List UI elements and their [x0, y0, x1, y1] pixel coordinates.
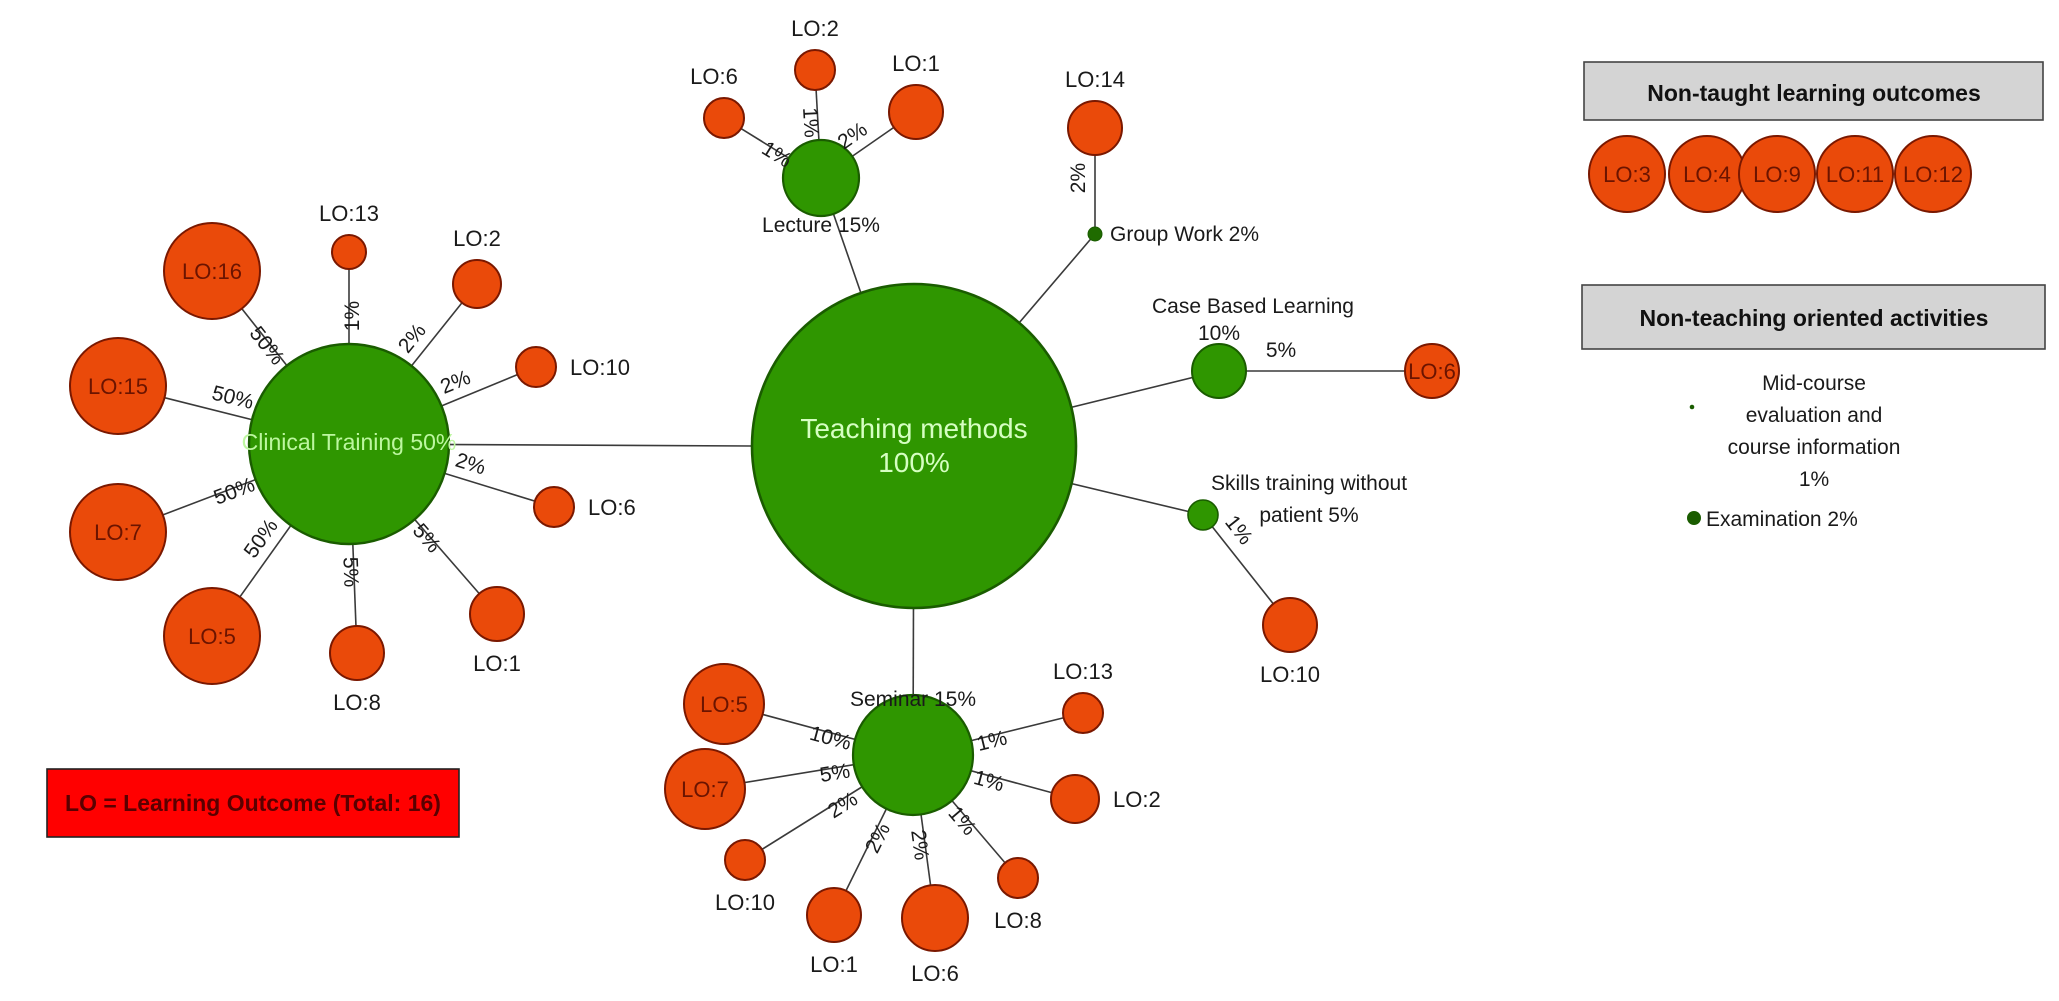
svg-text:LO:6: LO:6	[588, 495, 636, 520]
svg-text:LO:6: LO:6	[690, 64, 738, 89]
svg-text:LO:6: LO:6	[911, 961, 959, 986]
svg-text:LO:2: LO:2	[453, 226, 501, 251]
svg-text:LO:1: LO:1	[892, 51, 940, 76]
svg-text:Non-teaching oriented activiti: Non-teaching oriented activities	[1640, 305, 1989, 331]
svg-text:LO:7: LO:7	[94, 520, 142, 545]
svg-text:LO:11: LO:11	[1826, 162, 1884, 187]
svg-text:2%: 2%	[453, 449, 489, 480]
svg-text:50%: 50%	[211, 473, 258, 509]
svg-text:LO:2: LO:2	[1113, 787, 1161, 812]
svg-text:2%: 2%	[437, 366, 474, 399]
svg-text:1%: 1%	[1799, 468, 1829, 491]
svg-text:Lecture 15%: Lecture 15%	[762, 214, 880, 237]
svg-text:evaluation and: evaluation and	[1746, 404, 1883, 427]
svg-text:LO:10: LO:10	[1260, 662, 1320, 687]
svg-text:LO:5: LO:5	[700, 692, 748, 717]
svg-text:1%: 1%	[943, 802, 980, 840]
svg-text:1%: 1%	[341, 301, 364, 331]
svg-text:10%: 10%	[807, 722, 854, 755]
svg-text:Teaching methods: Teaching methods	[800, 413, 1027, 444]
svg-text:1%: 1%	[974, 726, 1009, 756]
svg-text:5%: 5%	[408, 519, 445, 557]
svg-text:Clinical Training 50%: Clinical Training 50%	[242, 429, 457, 455]
svg-text:Skills training without: Skills training without	[1211, 472, 1407, 495]
svg-text:patient 5%: patient 5%	[1259, 504, 1358, 527]
svg-text:Case Based Learning: Case Based Learning	[1152, 295, 1354, 318]
svg-text:Mid-course: Mid-course	[1762, 372, 1866, 395]
svg-text:LO:7: LO:7	[681, 777, 729, 802]
svg-text:LO:13: LO:13	[319, 201, 379, 226]
svg-text:50%: 50%	[245, 322, 289, 369]
svg-text:LO:9: LO:9	[1753, 162, 1801, 187]
svg-text:course information: course information	[1728, 436, 1901, 459]
svg-text:LO:4: LO:4	[1683, 162, 1731, 187]
svg-text:LO:1: LO:1	[810, 952, 858, 977]
svg-text:LO:14: LO:14	[1065, 67, 1125, 92]
svg-text:LO:2: LO:2	[791, 16, 839, 41]
svg-text:5%: 5%	[1266, 339, 1296, 362]
svg-text:LO:8: LO:8	[333, 690, 381, 715]
svg-text:50%: 50%	[210, 382, 256, 415]
svg-text:2%: 2%	[824, 787, 862, 823]
svg-text:5%: 5%	[338, 556, 362, 587]
svg-text:LO:13: LO:13	[1053, 659, 1113, 684]
svg-text:2%: 2%	[1067, 163, 1090, 193]
svg-text:Group Work 2%: Group Work 2%	[1110, 223, 1259, 246]
svg-text:LO:12: LO:12	[1903, 162, 1963, 187]
svg-text:50%: 50%	[240, 515, 283, 563]
svg-text:LO:15: LO:15	[88, 374, 148, 399]
svg-text:1%: 1%	[798, 107, 823, 139]
svg-text:Examination 2%: Examination 2%	[1706, 508, 1858, 531]
svg-text:2%: 2%	[394, 319, 431, 357]
svg-text:LO:6: LO:6	[1408, 359, 1456, 384]
svg-text:LO:1: LO:1	[473, 651, 521, 676]
svg-text:LO:10: LO:10	[715, 890, 775, 915]
svg-text:LO:5: LO:5	[188, 624, 236, 649]
svg-text:Seminar 15%: Seminar 15%	[850, 688, 976, 711]
svg-text:5%: 5%	[818, 759, 852, 787]
svg-text:10%: 10%	[1198, 322, 1240, 345]
svg-text:LO:8: LO:8	[994, 908, 1042, 933]
svg-text:2%: 2%	[906, 828, 933, 861]
svg-text:LO = Learning Outcome (Total:: LO = Learning Outcome (Total: 16)	[65, 790, 441, 816]
svg-text:LO:16: LO:16	[182, 259, 242, 284]
svg-text:100%: 100%	[878, 447, 950, 478]
svg-text:LO:10: LO:10	[570, 355, 630, 380]
svg-text:Non-taught learning outcomes: Non-taught learning outcomes	[1647, 80, 1981, 106]
svg-text:LO:3: LO:3	[1603, 162, 1651, 187]
svg-text:1%: 1%	[971, 766, 1006, 796]
